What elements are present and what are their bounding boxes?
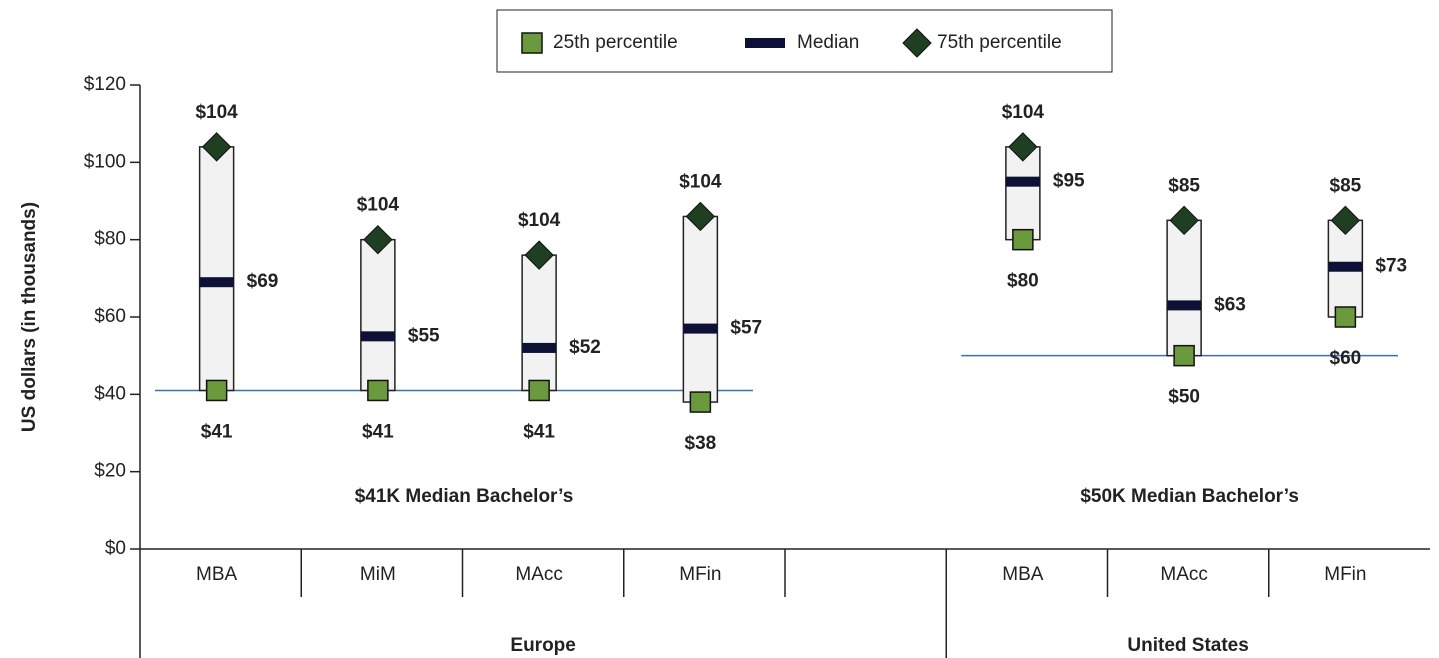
x-tick-label: MAcc xyxy=(1160,564,1208,585)
legend-marker xyxy=(902,28,932,58)
p75-label: $85 xyxy=(1168,175,1200,196)
x-tick-label: MAcc xyxy=(515,564,563,585)
range-box xyxy=(360,238,396,392)
y-tick-label: $120 xyxy=(84,74,126,95)
median-marker xyxy=(1328,261,1363,272)
legend-marker xyxy=(745,38,785,48)
group-label: United States xyxy=(1127,635,1248,656)
median-marker xyxy=(1167,300,1202,311)
p25-marker xyxy=(528,379,550,402)
p25-label: $80 xyxy=(1007,271,1039,292)
x-tick-label: MFin xyxy=(1324,564,1366,585)
p75-marker xyxy=(685,201,716,232)
p25-marker xyxy=(367,379,389,402)
p75-label: $104 xyxy=(679,171,722,192)
y-tick-label: $40 xyxy=(94,383,126,404)
p25-label: $41 xyxy=(201,421,233,442)
range-box xyxy=(198,146,235,392)
median-marker xyxy=(683,323,718,334)
p25-marker xyxy=(689,391,712,413)
legend-label: 25th percentile xyxy=(553,32,678,53)
legend-label: Median xyxy=(797,32,859,53)
y-tick-label: $20 xyxy=(94,461,126,482)
p25-marker xyxy=(205,379,228,402)
p25-label: $41 xyxy=(523,421,555,442)
y-tick-label: $100 xyxy=(84,151,126,172)
median-marker xyxy=(522,342,557,353)
p25-marker xyxy=(1334,306,1357,328)
median-label: $55 xyxy=(408,325,440,346)
p25-label: $50 xyxy=(1168,387,1200,408)
reference-label: $50K Median Bachelor’s xyxy=(1080,486,1299,507)
p75-marker xyxy=(1008,132,1038,162)
median-label: $95 xyxy=(1053,171,1085,192)
y-tick-label: $0 xyxy=(105,538,126,559)
legend-label: 75th percentile xyxy=(937,32,1062,53)
legend xyxy=(496,9,1113,73)
range-box xyxy=(682,215,719,403)
p25-label: $38 xyxy=(685,433,717,454)
p75-marker xyxy=(1330,205,1361,236)
p75-label: $104 xyxy=(195,102,238,123)
median-marker xyxy=(1005,176,1040,187)
median-label: $69 xyxy=(247,271,279,292)
median-label: $57 xyxy=(730,318,762,339)
p75-marker xyxy=(524,240,554,270)
range-box xyxy=(1005,146,1041,241)
p75-label: $85 xyxy=(1330,175,1362,196)
median-marker xyxy=(199,277,234,288)
p25-label: $41 xyxy=(362,421,394,442)
range-box xyxy=(521,254,557,392)
p75-label: $104 xyxy=(1002,102,1045,123)
p75-label: $104 xyxy=(518,210,561,231)
median-marker xyxy=(360,331,395,342)
legend-marker xyxy=(521,32,543,54)
group-label: Europe xyxy=(510,635,575,656)
reference-label: $41K Median Bachelor’s xyxy=(355,486,574,507)
x-tick-label: MFin xyxy=(679,564,721,585)
p25-marker xyxy=(1173,344,1195,367)
p75-marker xyxy=(363,224,393,255)
p75-marker xyxy=(201,132,232,162)
p25-label: $60 xyxy=(1330,348,1362,369)
median-label: $73 xyxy=(1375,256,1407,277)
p75-marker xyxy=(1169,205,1199,236)
range-box xyxy=(1166,219,1202,357)
y-tick-label: $60 xyxy=(94,306,126,327)
x-tick-label: MBA xyxy=(196,564,238,585)
y-axis-label: US dollars (in thousands) xyxy=(19,202,40,432)
y-tick-label: $80 xyxy=(94,229,126,250)
median-label: $63 xyxy=(1214,294,1246,315)
p75-label: $104 xyxy=(357,195,400,216)
x-tick-label: MBA xyxy=(1002,564,1044,585)
median-label: $52 xyxy=(569,337,601,358)
p25-marker xyxy=(1012,228,1034,251)
x-tick-label: MiM xyxy=(360,564,396,585)
